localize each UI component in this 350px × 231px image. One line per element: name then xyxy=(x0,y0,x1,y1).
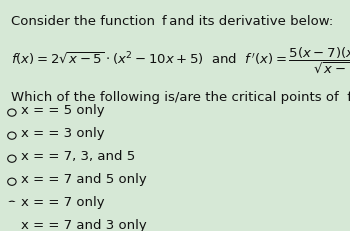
Text: x = = 5 only: x = = 5 only xyxy=(21,104,105,117)
Text: x = = 7 and 3 only: x = = 7 and 3 only xyxy=(21,219,147,231)
Text: $f(x) = 2\sqrt{x-5}\cdot\left(x^2-10x+5\right)$  and  $f\,'(x) = \dfrac{5(x-7)(x: $f(x) = 2\sqrt{x-5}\cdot\left(x^2-10x+5\… xyxy=(11,46,350,76)
Text: x = = 7 only: x = = 7 only xyxy=(21,196,105,209)
Text: x = = 7, 3, and 5: x = = 7, 3, and 5 xyxy=(21,150,135,163)
Text: x = = 7 and 5 only: x = = 7 and 5 only xyxy=(21,173,147,186)
Text: x = = 3 only: x = = 3 only xyxy=(21,127,105,140)
Text: Consider the function  f and its derivative below:: Consider the function f and its derivati… xyxy=(11,15,333,28)
Text: Which of the following is/are the critical points of  f(x) ?: Which of the following is/are the critic… xyxy=(11,91,350,103)
